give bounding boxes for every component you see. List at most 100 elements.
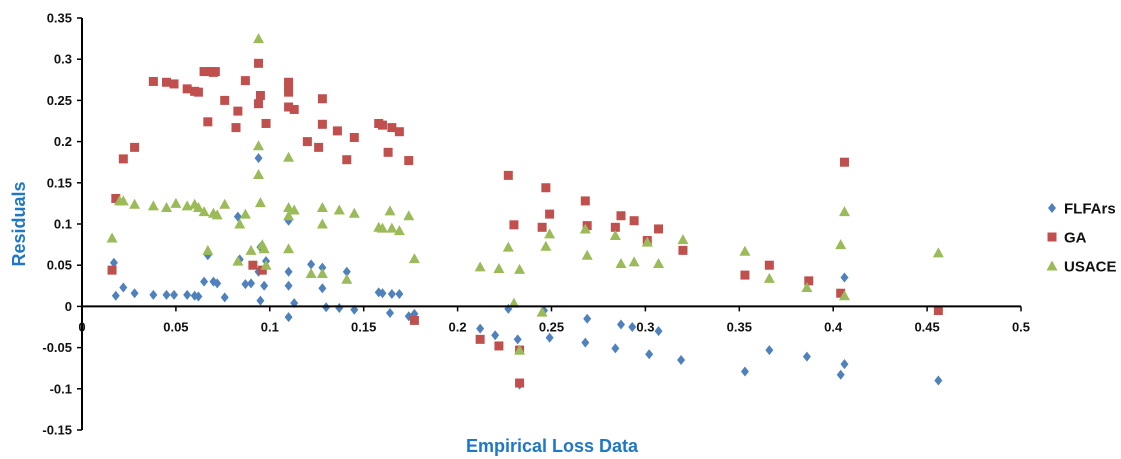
data-point-flfars	[836, 369, 845, 380]
data-point-ga	[610, 222, 620, 232]
data-point-usace	[253, 33, 265, 44]
x-tick-label: 0.2	[449, 319, 467, 334]
data-point-ga	[580, 196, 590, 206]
data-point-usace	[316, 202, 328, 213]
data-point-flfars	[162, 289, 171, 300]
data-point-ga	[284, 87, 294, 97]
data-point-ga	[537, 222, 547, 232]
data-point-usace	[615, 258, 627, 269]
y-tick-label: -0.1	[50, 381, 72, 396]
y-tick-label: 0.2	[54, 134, 72, 149]
data-point-ga	[515, 378, 525, 388]
data-point-flfars	[256, 295, 265, 306]
data-point-flfars	[247, 278, 256, 289]
legend-marker-ga	[1047, 232, 1057, 242]
data-point-flfars	[318, 262, 327, 273]
data-point-usace	[254, 197, 266, 208]
data-point-flfars	[583, 313, 592, 324]
series-usace	[106, 33, 944, 355]
data-point-ga	[545, 209, 555, 219]
data-point-usace	[540, 240, 552, 251]
data-point-ga	[169, 79, 179, 89]
data-point-ga	[839, 157, 849, 167]
data-point-usace	[932, 247, 944, 258]
data-point-usace	[739, 245, 751, 256]
data-point-ga	[248, 260, 258, 270]
data-point-ga	[193, 87, 203, 97]
data-point-usace	[408, 253, 420, 264]
data-point-flfars	[109, 257, 118, 268]
data-point-ga	[302, 137, 312, 147]
data-point-flfars	[611, 343, 620, 354]
data-point-usace	[835, 239, 847, 250]
data-point-ga	[475, 334, 485, 344]
legend-label-flfars: FLFArs	[1064, 201, 1116, 218]
data-point-ga	[342, 155, 352, 165]
data-point-usace	[260, 259, 272, 270]
data-point-flfars	[284, 266, 293, 277]
data-point-usace	[161, 202, 173, 213]
data-point-ga	[255, 90, 265, 100]
data-point-flfars	[284, 280, 293, 291]
y-tick-label: -0.15	[42, 423, 72, 438]
data-point-flfars	[740, 366, 749, 377]
data-point-usace	[474, 261, 486, 272]
legend-marker-usace	[1046, 260, 1058, 271]
data-point-ga	[509, 220, 519, 230]
data-point-ga	[804, 276, 814, 286]
data-point-flfars	[170, 289, 179, 300]
data-point-usace	[763, 272, 775, 283]
data-point-ga	[503, 170, 513, 180]
data-point-usace	[384, 205, 396, 216]
data-point-usace	[514, 263, 526, 274]
data-point-usace	[170, 197, 182, 208]
data-point-usace	[502, 241, 514, 252]
data-point-ga	[933, 306, 943, 316]
data-point-ga	[231, 123, 241, 133]
data-point-flfars	[213, 278, 222, 289]
data-point-usace	[106, 232, 118, 243]
data-point-usace	[348, 207, 360, 218]
data-point-usace	[376, 222, 388, 233]
data-point-usace	[493, 262, 505, 273]
data-point-ga	[130, 142, 140, 152]
data-point-usace	[579, 223, 591, 234]
data-point-usace	[219, 198, 231, 209]
data-point-ga	[377, 120, 387, 130]
data-point-flfars	[628, 322, 637, 332]
x-tick-label: 0.15	[351, 319, 376, 334]
data-point-flfars	[111, 290, 120, 301]
data-point-flfars	[335, 303, 344, 314]
legend-item-usace: USACE	[1046, 259, 1117, 276]
data-point-flfars	[119, 282, 128, 293]
x-tick-label: 0.5	[1012, 319, 1030, 334]
x-tick-label: 0.35	[727, 319, 752, 334]
data-point-usace	[544, 228, 556, 239]
data-point-usace	[653, 258, 665, 269]
data-point-usace	[333, 204, 345, 215]
data-point-usace	[628, 256, 640, 267]
data-point-ga	[314, 142, 324, 152]
data-point-usace	[117, 195, 129, 206]
data-point-flfars	[385, 307, 394, 318]
data-point-usace	[239, 208, 251, 219]
data-point-flfars	[241, 279, 250, 290]
data-point-flfars	[307, 259, 316, 270]
data-point-ga	[616, 211, 626, 221]
data-point-usace	[288, 204, 300, 215]
data-point-ga	[257, 265, 267, 275]
data-point-flfars	[220, 292, 229, 303]
data-point-ga	[409, 315, 419, 325]
data-point-usace	[253, 169, 265, 180]
data-point-flfars	[233, 211, 242, 222]
data-point-ga	[284, 82, 294, 92]
data-point-ga	[629, 216, 639, 226]
data-point-usace	[609, 230, 621, 241]
data-point-ga	[254, 58, 264, 68]
data-point-usace	[316, 218, 328, 229]
y-tick-label: 0.3	[54, 52, 72, 67]
data-point-flfars	[130, 288, 139, 299]
x-tick-label: 0.25	[539, 319, 564, 334]
data-point-ga	[394, 127, 404, 137]
data-point-ga	[284, 77, 294, 87]
